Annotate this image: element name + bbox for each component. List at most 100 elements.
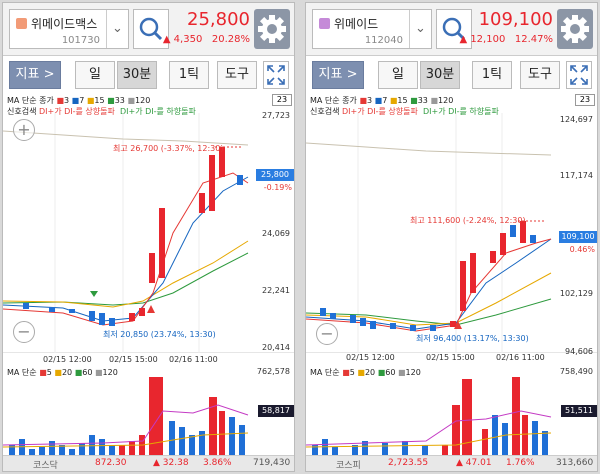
expand-icon [267,65,285,85]
tab-30min[interactable]: 30분 [117,61,157,89]
x-axis-label: 02/16 11:00 [169,355,218,364]
stock-code: 101730 [61,35,100,46]
stock-selector[interactable]: 위메이드 112040 ⌄ [312,9,432,49]
price-block: 109,100 ▲ 12,100 12.47% [459,9,553,45]
vol-ma5-line [306,410,552,446]
tab-30min[interactable]: 30분 [420,61,460,89]
low-annotation: 최저 96,400 (13.17%, 13:30) [416,334,529,343]
search-button[interactable] [133,9,169,49]
ma33-line [306,298,552,326]
toolbar: 지표 > 일 30분 1틱 도구 [306,59,597,91]
zoom-out-icon: − [17,322,31,341]
ma120-line [306,142,552,156]
volume-chart[interactable] [3,375,294,459]
volume-bars-up [442,377,528,457]
price-change-pct: 12.47% [514,34,553,45]
tab-1tick[interactable]: 1틱 [169,61,209,89]
header: 위메이드맥스 101730 ⌄ 25,800 ▲ 4,350 20.28% [3,3,294,56]
index-pct: 1.76% [506,458,535,468]
tab-1tick[interactable]: 1틱 [472,61,512,89]
ma-legend: MA 단순 종가 ■3 ■7 ■15 ■33 ■120 [310,96,454,105]
volume-axis-max: 758,490 [559,367,593,376]
current-price-tag: 109,100 [559,231,597,243]
volume-axis-max: 762,578 [256,367,290,376]
x-axis-label: 02/15 15:00 [426,353,475,362]
index-name: 코스피 [336,461,361,471]
zoom-out-icon: − [320,324,334,343]
index-value: 2,723.55 [388,458,429,468]
y-axis-label: 24,069 [262,229,290,238]
price-change: ▲ 12,100 [459,34,506,45]
expand-button[interactable] [263,61,289,89]
chevron-down-icon[interactable]: ⌄ [409,10,431,48]
vol-ma20-line [3,432,249,448]
ma15-line [306,272,552,326]
price-block: 25,800 ▲ 4,350 20.28% [163,9,250,45]
index-change: ▲ 47.01 [456,458,492,468]
stock-panel-right: 위메이드 112040 ⌄ 109,100 ▲ 12,100 12.47% 지표… [305,2,598,472]
expand-button[interactable] [566,61,592,89]
ma3-line [306,238,552,332]
count-badge[interactable]: 23 [575,94,595,106]
vol-ma20-line [306,432,552,448]
index-volume: 313,660 [556,458,594,468]
x-axis-label: 02/15 12:00 [346,353,395,362]
stock-selector[interactable]: 위메이드맥스 101730 ⌄ [9,9,129,49]
indicator-button[interactable]: 지표 > [312,61,364,89]
current-price: 109,100 [478,9,553,30]
count-badge[interactable]: 23 [272,94,292,106]
index-bar: 코스닥 872.30 ▲ 32.38 3.86% 719,430 [3,455,294,471]
index-volume: 719,430 [253,458,291,468]
y-axis-min: 20,414 [262,343,290,352]
price-change-pct: 20.28% [211,34,250,45]
y-axis-label: 102,129 [559,289,593,298]
high-annotation: 최고 26,700 (-3.37%, 12:30) [113,144,224,153]
y-axis-min: 94,606 [565,347,593,356]
gear-icon [258,15,286,43]
volume-chart[interactable] [306,375,597,459]
stock-icon [16,18,27,29]
tab-day[interactable]: 일 [75,61,115,89]
volume-current-tag: 58,817 [258,405,294,417]
current-pct-tag: 0.46% [569,245,595,254]
up-signal-arrow [454,321,462,329]
candles-up [450,221,526,327]
current-price: 25,800 [187,9,250,30]
toolbar: 지표 > 일 30분 1틱 도구 [3,59,294,91]
price-chart[interactable] [306,103,597,353]
settings-button[interactable] [254,9,290,49]
zoom-out-button[interactable]: − [13,321,35,343]
tools-button[interactable]: 도구 [217,61,257,89]
chevron-down-icon[interactable]: ⌄ [106,10,128,48]
ma120-line [3,130,249,146]
buy-signal-arrow [90,291,98,297]
high-annotation: 최고 111,600 (-2.24%, 12:30) [410,216,526,225]
current-price-tag: 25,800 [256,169,294,181]
search-button[interactable] [436,9,472,49]
ma15-line [3,240,249,308]
volume-legend: MA 단순 ■5 ■20 ■60 ■120 [310,368,421,377]
price-chart[interactable] [3,103,294,353]
index-value: 872.30 [95,458,127,468]
signal-legend: 신호검색 DI+가 DI-를 상향돌파 DI+가 DI-를 하향돌파 [7,107,196,116]
stock-panel-left: 위메이드맥스 101730 ⌄ 25,800 ▲ 4,350 20.28% 지표… [2,2,295,472]
settings-button[interactable] [557,9,593,49]
index-change: ▲ 32.38 [153,458,189,468]
search-icon [442,17,466,41]
zoom-in-button[interactable]: + [13,119,35,141]
search-icon [139,17,163,41]
expand-icon [570,65,588,85]
tab-day[interactable]: 일 [378,61,418,89]
volume-bars-down [9,417,245,457]
vol-ma5-line [3,404,249,446]
y-axis-max: 124,697 [559,115,593,124]
stock-name: 위메이드맥스 [31,17,98,31]
candles-down [320,225,536,331]
volume-current-tag: 51,511 [561,405,597,417]
zoom-out-button[interactable]: − [316,323,338,345]
ma7-line [306,238,552,330]
stock-name: 위메이드 [334,17,379,31]
tools-button[interactable]: 도구 [520,61,560,89]
indicator-button[interactable]: 지표 > [9,61,61,89]
gear-icon [561,15,589,43]
